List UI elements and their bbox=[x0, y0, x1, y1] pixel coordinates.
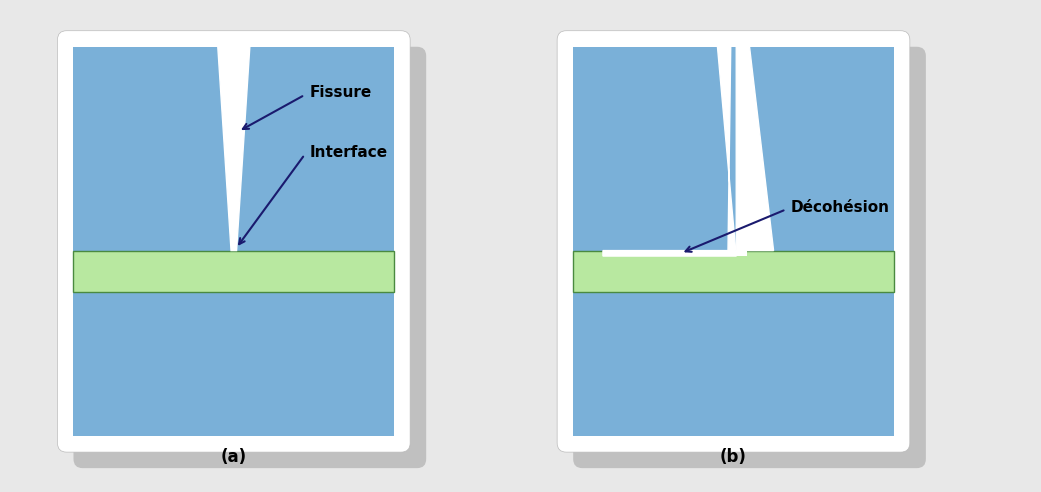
Polygon shape bbox=[218, 47, 250, 250]
Bar bbox=[574, 47, 894, 436]
Bar bbox=[603, 250, 747, 256]
Polygon shape bbox=[603, 47, 736, 256]
Bar bbox=[74, 47, 395, 436]
Text: Fissure: Fissure bbox=[309, 85, 372, 100]
Text: (b): (b) bbox=[720, 448, 747, 466]
Text: Interface: Interface bbox=[309, 145, 387, 159]
Bar bbox=[574, 250, 894, 292]
Text: (a): (a) bbox=[221, 448, 247, 466]
FancyBboxPatch shape bbox=[57, 31, 410, 452]
Polygon shape bbox=[736, 47, 773, 250]
Text: Décohésion: Décohésion bbox=[791, 200, 890, 215]
FancyBboxPatch shape bbox=[557, 31, 910, 452]
Bar bbox=[74, 250, 395, 292]
FancyBboxPatch shape bbox=[574, 47, 925, 468]
FancyBboxPatch shape bbox=[74, 47, 426, 468]
